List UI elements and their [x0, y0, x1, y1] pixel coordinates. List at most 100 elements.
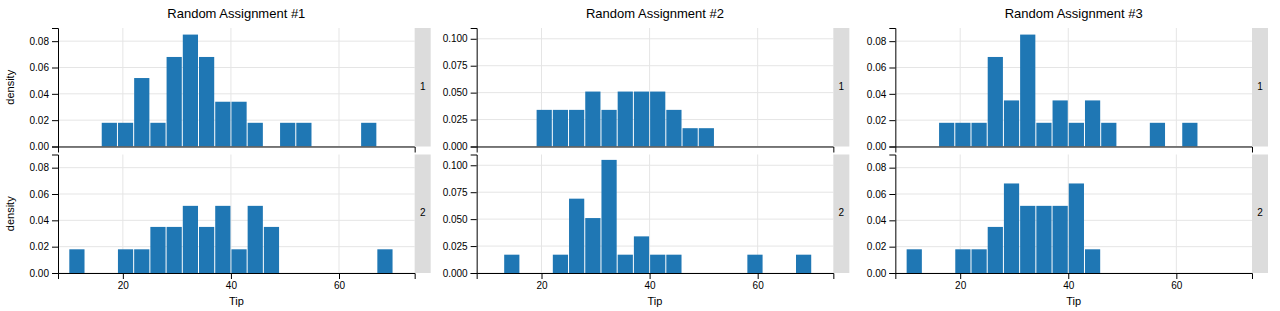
- grid-line: [541, 155, 542, 274]
- bar: [150, 123, 165, 147]
- tick: 60: [1171, 273, 1183, 291]
- tick-mark: [52, 273, 58, 274]
- tick: 0.050: [443, 214, 477, 225]
- tick-mark: [471, 165, 477, 166]
- bar: [1117, 273, 1132, 274]
- tick: 0.00: [30, 268, 58, 279]
- bar: [699, 128, 714, 146]
- bar: [764, 273, 779, 274]
- bar: [971, 123, 986, 147]
- tick-mark: [889, 94, 895, 95]
- facet-row: 0.000.020.040.060.081Random Assignment #…: [867, 6, 1268, 153]
- axis-line: [471, 155, 478, 274]
- grid-line: [58, 167, 415, 168]
- bar: [504, 146, 519, 147]
- bar: [988, 57, 1003, 147]
- x-axis-title: Tip: [229, 295, 244, 307]
- tick-mark: [471, 273, 477, 274]
- bar: [488, 146, 503, 147]
- bar: [796, 255, 811, 273]
- tick-mark: [889, 273, 895, 274]
- tick: 0.06: [867, 189, 895, 200]
- bar: [634, 92, 649, 147]
- bar: [1069, 123, 1084, 147]
- bar: [329, 273, 344, 274]
- tick-mark: [52, 194, 58, 195]
- bar: [971, 249, 986, 273]
- bar: [377, 249, 392, 273]
- tick-mark: [471, 120, 477, 121]
- panel: 0.000.020.040.060.081Random Assignment #…: [867, 6, 1268, 307]
- y-axis: 0.000.020.040.060.08: [867, 155, 896, 279]
- tick-label: 0.100: [443, 160, 468, 171]
- grid-line: [230, 28, 231, 147]
- bar: [601, 160, 616, 273]
- tick-mark: [1068, 273, 1069, 279]
- facet-row: 0.000.020.040.060.082040602Tip: [867, 155, 1268, 308]
- bar: [520, 146, 535, 147]
- grid-line: [477, 246, 834, 247]
- bar: [585, 92, 600, 147]
- bar: [345, 273, 360, 274]
- bar: [215, 206, 230, 273]
- strip-label: 2: [1257, 207, 1263, 218]
- tick-label: 0.08: [30, 36, 50, 47]
- bar: [1036, 206, 1051, 273]
- tick-mark: [889, 41, 895, 42]
- title: Random Assignment #1: [167, 6, 305, 21]
- bar: [231, 249, 246, 273]
- tick-mark: [52, 147, 58, 148]
- grid-line: [1068, 155, 1069, 274]
- bar: [537, 273, 552, 274]
- tick-mark: [471, 66, 477, 67]
- bar: [1198, 146, 1213, 147]
- tick: 0.06: [30, 62, 58, 73]
- tick-mark: [1176, 273, 1177, 279]
- tick-mark: [650, 273, 651, 279]
- axis-line: [896, 274, 1253, 280]
- bar: [634, 236, 649, 273]
- tick-label: 0.050: [443, 214, 468, 225]
- y-axis-title: density: [4, 69, 16, 104]
- tick-label: 0.000: [443, 268, 468, 279]
- grid-line: [58, 67, 415, 68]
- bar: [569, 110, 584, 147]
- tick: 60: [334, 273, 346, 291]
- tick-label: 0.04: [30, 89, 50, 100]
- bar: [377, 146, 392, 147]
- grid-line: [477, 65, 834, 66]
- bar: [86, 146, 101, 147]
- tick-label: 0.06: [867, 62, 887, 73]
- tick: 0.06: [867, 62, 895, 73]
- bar: [488, 273, 503, 274]
- grid-line: [58, 194, 415, 195]
- tick: 0.02: [30, 241, 58, 252]
- bar: [118, 249, 133, 273]
- tick: 0.08: [30, 162, 58, 173]
- grid: [895, 155, 1252, 274]
- strip: [415, 155, 431, 274]
- x-axis: 204060: [477, 273, 834, 291]
- tick: 0.04: [867, 89, 895, 100]
- strip-label: 2: [839, 207, 845, 218]
- panel: 0.0000.0250.0500.0750.1001Random Assignm…: [443, 6, 850, 307]
- bar: [666, 255, 681, 273]
- tick-mark: [52, 94, 58, 95]
- bar: [715, 146, 730, 147]
- strip: [833, 155, 849, 274]
- tick-label: 0.02: [30, 241, 50, 252]
- bars: [939, 35, 1197, 147]
- bar: [86, 273, 101, 274]
- bar: [312, 273, 327, 274]
- tick-label: 0.04: [867, 89, 887, 100]
- bar: [296, 123, 311, 147]
- bar: [1150, 123, 1165, 147]
- tick-mark: [889, 120, 895, 121]
- tick-mark: [471, 246, 477, 247]
- x-axis: [896, 147, 1253, 153]
- tick-mark: [471, 147, 477, 148]
- tick-mark: [52, 68, 58, 69]
- bar: [1166, 273, 1181, 274]
- bar: [1069, 183, 1084, 273]
- bar: [1215, 146, 1230, 147]
